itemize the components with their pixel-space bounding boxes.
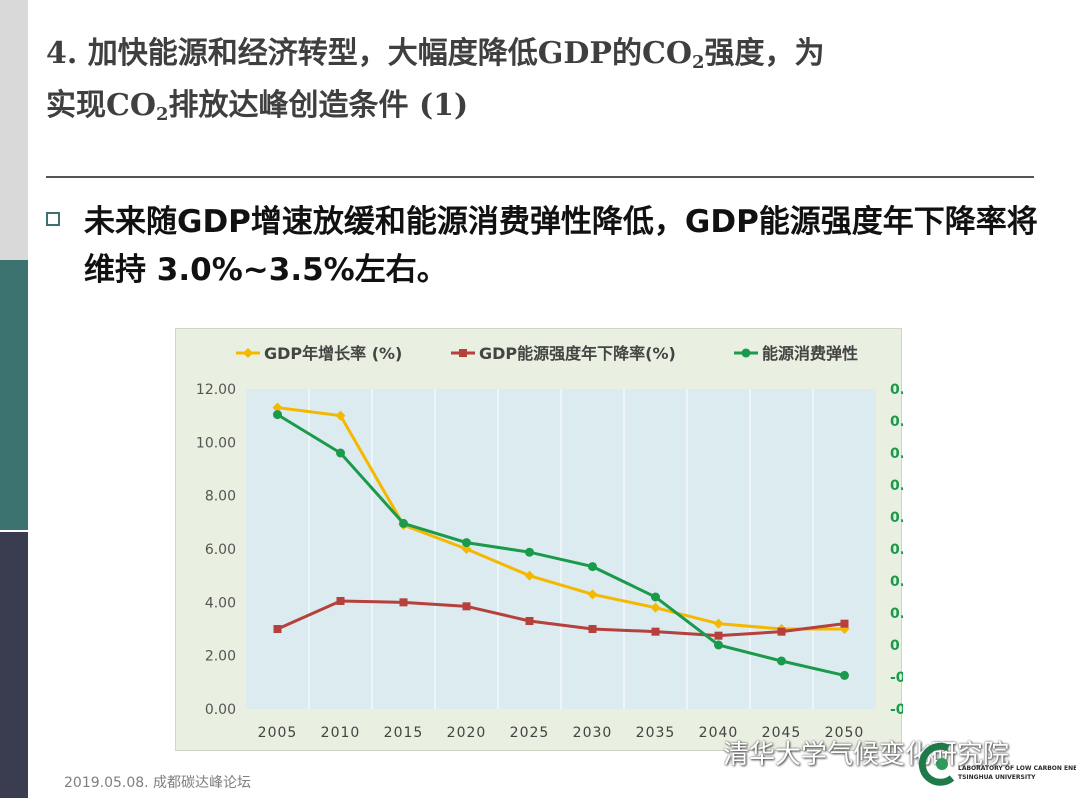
left-axis-tick-label: 12.00 [196, 382, 236, 398]
right-axis-tick-label: 0.2 [890, 574, 903, 590]
gdp-growth-series-line [277, 406, 845, 631]
intensity-decline-point [336, 597, 345, 605]
x-axis-tick-label: 2020 [447, 725, 487, 741]
logo-line-1: LABORATORY OF LOW CARBON ENERGY [958, 765, 1076, 772]
title-text-3: 实现CO [46, 88, 157, 123]
gdp-growth-point [461, 544, 472, 554]
left-axis-tick-label: 2.00 [205, 649, 236, 665]
intensity-decline-point [399, 598, 408, 607]
lab-logo-icon [918, 742, 955, 786]
x-axis-tick-label: 2015 [384, 725, 424, 741]
title-text-1: 4. 加快能源和经济转型，大幅度降低GDP的CO [46, 36, 692, 71]
line-chart: 0.00 2.00 4.00 6.00 8.00 10.00 12.00 -0.2 -0.1 0 0… [196, 344, 903, 741]
bullet-text: 未来随GDP增速放缓和能源消费弹性降低，GDP能源强度年下降率将维持 3.0%~… [84, 204, 1038, 288]
elasticity-point [462, 538, 471, 548]
intensity-decline-point [525, 617, 534, 625]
elasticity-point [651, 592, 660, 602]
title-text-2: 强度，为 [704, 36, 825, 71]
elasticity-legend-label: 能源消费弹性 [762, 344, 858, 363]
elasticity-point [588, 562, 597, 572]
elasticity-point [525, 547, 534, 557]
elasticity-point [714, 640, 723, 650]
gdp-growth-point [335, 410, 346, 421]
elasticity-legend-marker [741, 348, 751, 358]
right-axis-tick-label: 0.7 [890, 414, 903, 430]
right-axis-tick-label: 0.3 [890, 542, 903, 558]
slide-title: 4. 加快能源和经济转型，大幅度降低GDP的CO2强度，为 实现CO2排放达峰创… [46, 28, 1046, 132]
x-axis-tick-label: 2025 [510, 725, 550, 741]
title-text-4: 排放达峰创造条件 (1) [168, 88, 469, 123]
intensity-decline-point [462, 602, 471, 611]
gdp-growth-point [713, 618, 724, 629]
intensity-decline-point [777, 627, 786, 636]
side-bar-top [0, 0, 28, 260]
title-subscript-2: 2 [156, 104, 169, 125]
gdp-growth-point [524, 570, 535, 581]
intensity-decline-legend-label: GDP能源强度年下降率(%) [479, 344, 676, 363]
intensity-decline-point [651, 627, 660, 636]
elasticity-point [336, 448, 345, 458]
watermark-text: 清华大学气候变化研究院 [723, 740, 1010, 770]
intensity-decline-point [273, 625, 282, 633]
x-axis-tick-label: 2010 [321, 725, 361, 741]
elasticity-point [777, 656, 786, 666]
bullet-square-icon [46, 212, 60, 226]
gdp-growth-point [587, 589, 598, 600]
gdp-growth-legend-label: GDP年增长率 (%) [264, 344, 402, 363]
wechat-icon [725, 742, 749, 761]
x-axis-tick-label: 2035 [636, 725, 676, 741]
title-divider [46, 176, 1034, 178]
elasticity-point [273, 410, 282, 420]
title-subscript-1: 2 [691, 52, 705, 73]
right-axis-tick-label: -0.1 [890, 670, 903, 686]
right-axis-tick-label: 0 [890, 638, 900, 654]
intensity-decline-legend-marker [459, 349, 467, 357]
right-axis-tick-label: 0.5 [890, 478, 903, 494]
elasticity-point [399, 518, 408, 528]
left-axis-tick-label: 6.00 [205, 542, 236, 558]
right-axis-tick-label: 0.1 [890, 606, 903, 622]
side-bar-bottom [0, 532, 28, 798]
intensity-decline-series-line [276, 599, 845, 638]
right-axis-tick-label: -0.2 [890, 702, 903, 718]
logo-text: LABORATORY OF LOW CARBON ENERGY TSINGHUA… [958, 764, 1076, 782]
right-axis-tick-label: 0.6 [890, 446, 903, 462]
x-axis-tick-label: 2005 [258, 725, 298, 741]
side-bar-middle [0, 260, 28, 530]
left-axis-tick-label: 4.00 [205, 595, 236, 611]
x-axis-tick-label: 2040 [699, 725, 739, 741]
right-axis-tick-label: 0.8 [890, 382, 903, 398]
logo-line-2: TSINGHUA UNIVERSITY [958, 774, 1036, 781]
intensity-decline-point [588, 625, 597, 633]
elasticity-series-line [276, 413, 845, 677]
chart-container: 0.00 2.00 4.00 6.00 8.00 10.00 12.00 -0.2 -0.1 0 0… [175, 328, 903, 751]
gdp-growth-point [650, 602, 661, 613]
left-axis-tick-label: 10.00 [196, 435, 236, 451]
intensity-decline-point [840, 619, 849, 628]
x-axis-tick-label: 2045 [762, 725, 802, 741]
footer-text: 2019.05.08. 成都碳达峰论坛 [64, 775, 252, 791]
x-axis-tick-label: 2050 [825, 725, 865, 741]
elasticity-point [840, 670, 849, 680]
gdp-growth-legend-marker [243, 348, 253, 358]
right-axis-tick-label: 0.4 [890, 510, 903, 526]
intensity-decline-point [714, 631, 723, 640]
left-axis-tick-label: 0.00 [205, 702, 236, 718]
left-axis-tick-label: 8.00 [205, 489, 236, 505]
x-axis-tick-label: 2030 [573, 725, 613, 741]
gdp-growth-point [272, 402, 283, 413]
